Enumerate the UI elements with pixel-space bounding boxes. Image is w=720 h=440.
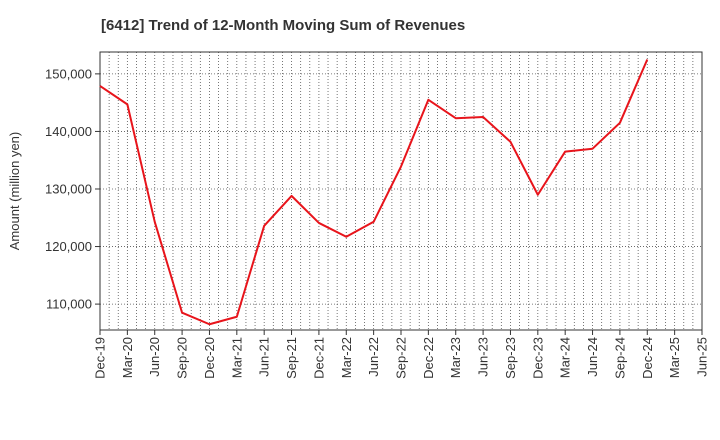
- x-tick-label: Jun-23: [476, 337, 491, 377]
- series-line: [99, 59, 649, 326]
- x-tick-label: Jun-21: [257, 337, 272, 377]
- x-tick-label: Dec-21: [311, 337, 326, 379]
- x-tick-label: Sep-23: [503, 337, 518, 379]
- x-tick-label: Mar-20: [120, 337, 135, 378]
- x-tick-label: Dec-19: [93, 337, 108, 379]
- x-tick-label: Mar-22: [339, 337, 354, 378]
- y-tick-label: 150,000: [45, 66, 92, 81]
- y-axis-ticks: 110,000 120,000 130,000 140,000 150,000: [45, 66, 100, 312]
- grid-lines: [100, 52, 702, 330]
- x-tick-label: Jun-24: [585, 337, 600, 377]
- chart-title: [6412] Trend of 12-Month Moving Sum of R…: [101, 17, 465, 34]
- x-tick-label: Dec-24: [640, 337, 655, 379]
- x-tick-label: Sep-22: [394, 337, 409, 379]
- x-tick-label: Sep-20: [175, 337, 190, 379]
- y-tick-label: 130,000: [45, 181, 92, 196]
- x-tick-label: Jun-22: [366, 337, 381, 377]
- x-axis-ticks: Dec-19 Mar-20 Jun-20 Sep-20 Dec-20 Mar-21 Jun-…: [93, 330, 710, 379]
- x-tick-label: Jun-25: [695, 337, 710, 377]
- x-tick-label: Mar-25: [667, 337, 682, 378]
- x-tick-label: Dec-23: [530, 337, 545, 379]
- x-tick-label: Mar-24: [558, 337, 573, 378]
- x-tick-label: Sep-21: [284, 337, 299, 379]
- x-tick-label: Mar-23: [448, 337, 463, 378]
- y-tick-label: 140,000: [45, 124, 92, 139]
- series-layer: [99, 59, 649, 326]
- x-tick-label: Jun-20: [147, 337, 162, 377]
- x-tick-label: Mar-21: [229, 337, 244, 378]
- x-tick-label: Dec-20: [202, 337, 217, 379]
- y-axis-label: Amount (million yen): [7, 132, 22, 251]
- x-tick-label: Sep-24: [612, 337, 627, 379]
- x-tick-label: Dec-22: [421, 337, 436, 379]
- y-tick-label: 110,000: [46, 297, 92, 312]
- y-tick-label: 120,000: [45, 239, 92, 254]
